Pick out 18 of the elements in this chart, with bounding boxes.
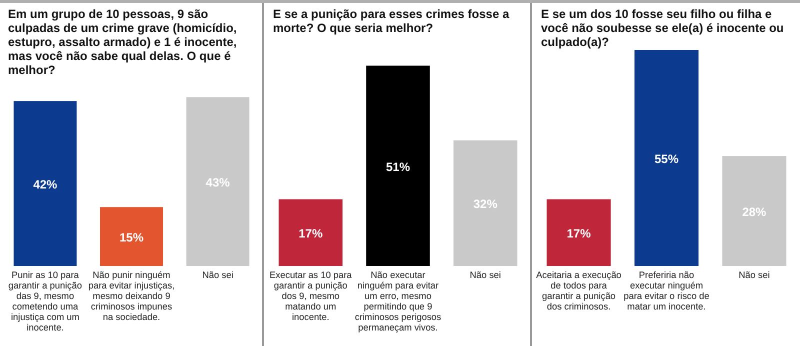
data-label: 15%: [119, 230, 144, 245]
chart-title: Em um grupo de 10 pessoas, 9 são culpadas de um crime grave (homicídio, estupro, assalto armado) e 1 é inocente, mas você não sabe qual delas. O que é melhor?: [8, 7, 237, 77]
data-label: 17%: [566, 226, 592, 241]
x-tick-label: Não sei: [738, 270, 770, 280]
x-tick-label: Executar as 10 para garantir a punição dos 9, mesmo matando um inocente.: [270, 270, 353, 322]
x-tick-label: Não punir ninguém para evitar injustiças, mesmo deixando 9 criminosos impunes na sociedade.: [88, 270, 175, 322]
x-tick-label: Aceitaria a execução de todos para garantir a punição dos criminosos.: [536, 270, 622, 312]
x-tick-label: Não sei: [202, 270, 234, 280]
x-tick-label: Punir as 10 para garantir a punição das 9, mesmo cometendo uma injustiça com um inocente.: [8, 270, 82, 332]
x-tick-label: Não executar ninguém para evitar um erro, mesmo permitindo que 9 criminosos perigosos permaneçam vivos.: [354, 270, 442, 332]
chart-title: E se a punição para esses crimes fosse a morte? O que seria melhor?: [273, 7, 510, 35]
x-tick-label: Preferiria não executar ninguém para evitar o risco de matar um inocente.: [624, 270, 710, 312]
data-label: 17%: [298, 226, 323, 241]
x-tick-label: Não sei: [470, 270, 501, 280]
data-label: 51%: [386, 160, 410, 174]
chart-title: E se um dos 10 fosse seu filho ou filha e você não soubesse se ele(a) é inocente ou culpado(a)?: [541, 7, 784, 49]
data-label: 55%: [654, 152, 679, 166]
data-label: 42%: [33, 178, 58, 192]
